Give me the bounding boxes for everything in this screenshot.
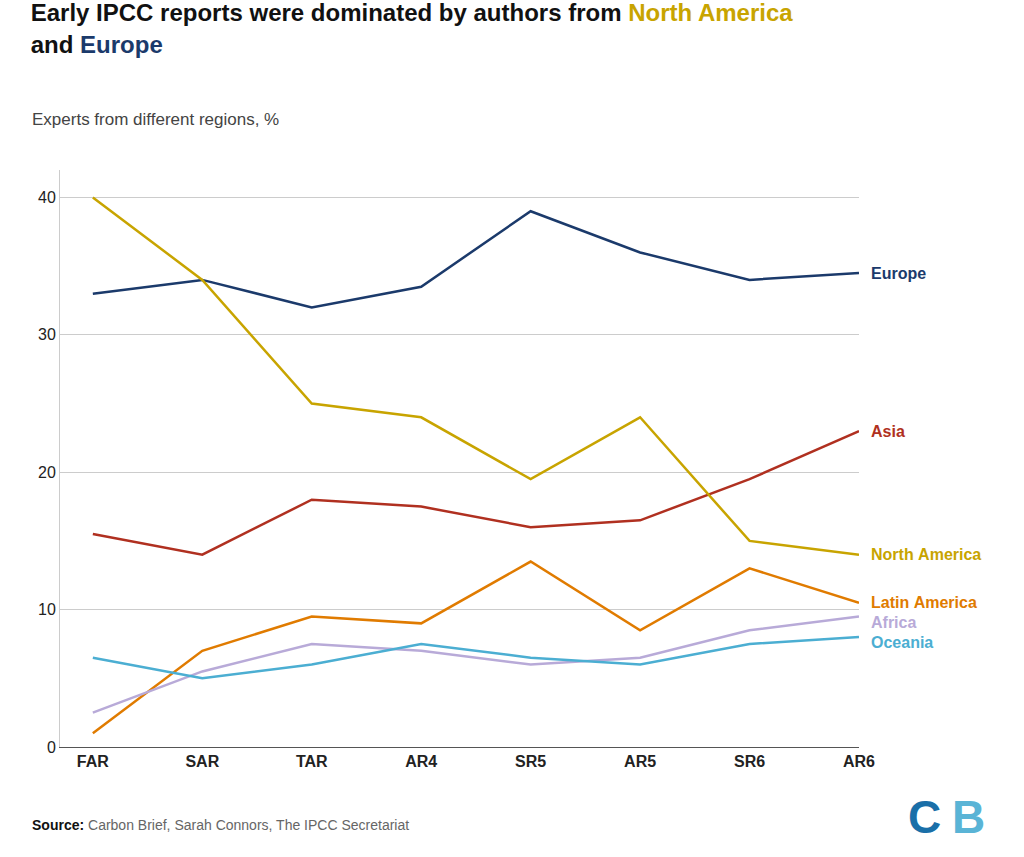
svg-text:C: C [908,791,941,843]
svg-text:North America: North America [871,546,981,563]
svg-text:30: 30 [38,326,56,343]
svg-text:TAR: TAR [296,753,328,770]
svg-text:AR4: AR4 [405,753,437,770]
svg-text:Asia: Asia [871,423,905,440]
svg-text:Source: Carbon Brief, Sarah Co: Source: Carbon Brief, Sarah Connors, The… [32,817,409,833]
svg-text:Latin America: Latin America [871,594,977,611]
svg-text:Experts from different regions: Experts from different regions, % [32,110,279,129]
svg-text:AR6: AR6 [843,753,875,770]
svg-text:Oceania: Oceania [871,634,933,651]
svg-text:Africa: Africa [871,614,916,631]
svg-text:10: 10 [38,601,56,618]
svg-text:B: B [952,791,985,843]
svg-text:SR6: SR6 [734,753,765,770]
svg-text:FAR: FAR [77,753,109,770]
svg-text:AR5: AR5 [624,753,656,770]
svg-text:Europe: Europe [871,265,926,282]
svg-text:Early IPCC reports were domina: Early IPCC reports were dominated by aut… [31,0,794,58]
svg-text:SR5: SR5 [515,753,546,770]
svg-text:40: 40 [38,189,56,206]
svg-text:0: 0 [47,739,56,756]
svg-text:20: 20 [38,464,56,481]
svg-text:SAR: SAR [185,753,219,770]
